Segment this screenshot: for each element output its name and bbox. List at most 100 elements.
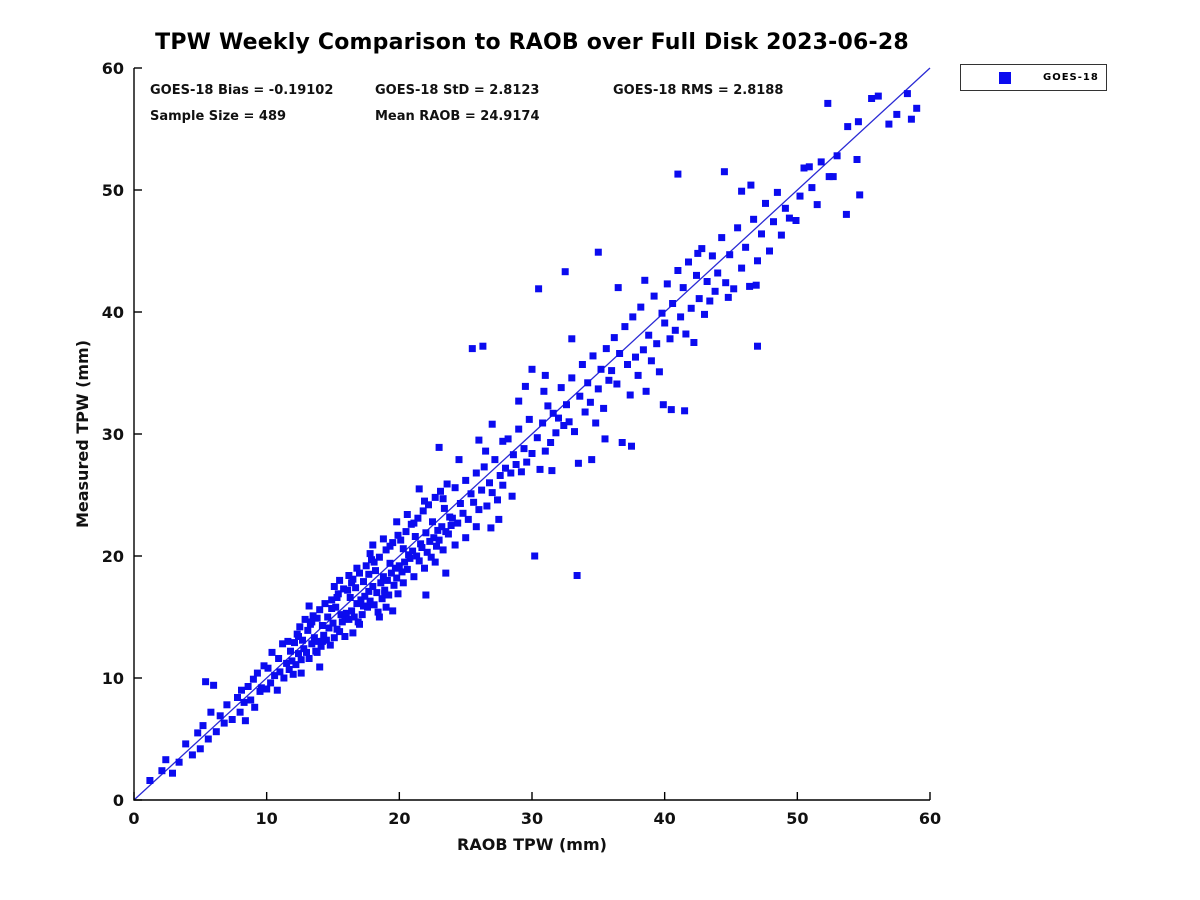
- scatter-marker: [402, 528, 410, 536]
- scatter-marker: [885, 120, 893, 128]
- scatter-marker: [472, 469, 480, 477]
- scatter-marker: [322, 636, 330, 644]
- scatter-marker: [796, 192, 804, 200]
- scatter-marker: [273, 686, 281, 694]
- scatter-marker: [588, 456, 596, 464]
- scatter-marker: [275, 655, 283, 662]
- scatter-marker: [410, 519, 418, 527]
- scatter-marker: [563, 401, 570, 409]
- scatter-marker: [316, 663, 324, 671]
- scatter-marker: [397, 536, 405, 544]
- scatter-marker: [297, 656, 305, 664]
- scatter-marker: [324, 613, 332, 621]
- scatter-marker: [549, 409, 557, 417]
- scatter-marker: [438, 523, 446, 531]
- scatter-marker: [365, 587, 373, 595]
- scatter-marker: [146, 777, 154, 784]
- scatter-marker: [464, 515, 472, 523]
- scatter-marker: [659, 401, 667, 409]
- scatter-marker: [808, 184, 816, 192]
- scatter-marker: [483, 502, 491, 510]
- scatter-marker: [375, 553, 383, 561]
- scatter-marker: [614, 284, 622, 292]
- scatter-marker: [284, 637, 292, 645]
- scatter-marker: [395, 562, 403, 570]
- scatter-marker: [679, 284, 687, 292]
- scatter-marker: [411, 533, 419, 540]
- scatter-marker: [482, 447, 490, 455]
- scatter-marker: [194, 729, 202, 737]
- scatter-marker: [451, 484, 459, 492]
- scatter-marker: [722, 279, 730, 287]
- scatter-marker: [425, 501, 432, 509]
- scatter-marker: [517, 468, 525, 476]
- scatter-marker: [706, 297, 714, 305]
- scatter-marker: [256, 687, 264, 695]
- scatter-marker: [454, 519, 462, 527]
- scatter-marker: [310, 634, 318, 642]
- scatter-marker: [379, 573, 387, 581]
- scatter-marker: [204, 735, 212, 743]
- scatter-marker: [824, 99, 832, 107]
- scatter-marker: [403, 565, 411, 573]
- scatter-marker: [480, 463, 488, 471]
- scatter-marker: [440, 504, 448, 512]
- scatter-marker: [405, 551, 413, 559]
- scatter-marker: [698, 245, 706, 253]
- scatter-marker: [364, 603, 371, 611]
- scatter-marker: [295, 633, 302, 640]
- scatter-marker: [415, 557, 423, 565]
- scatter-marker: [369, 541, 377, 549]
- scatter-marker: [628, 442, 635, 450]
- scatter-marker: [349, 629, 357, 637]
- scatter-marker: [182, 740, 190, 748]
- scatter-marker: [714, 269, 722, 277]
- scatter-marker: [318, 637, 326, 645]
- scatter-marker: [430, 534, 438, 542]
- scatter-marker: [244, 683, 252, 690]
- scatter-marker: [693, 271, 700, 279]
- scatter-marker: [382, 603, 390, 611]
- one-to-one-line: [133, 67, 931, 801]
- scatter-marker: [289, 670, 297, 678]
- scatter-marker: [573, 572, 581, 579]
- scatter-marker: [642, 387, 650, 395]
- scatter-marker: [629, 313, 637, 321]
- scatter-marker: [330, 634, 338, 642]
- scatter-marker: [541, 447, 549, 455]
- x-axis-label: RAOB TPW (mm): [457, 835, 607, 854]
- scatter-marker: [528, 365, 536, 373]
- scatter-marker: [421, 564, 428, 572]
- scatter-marker: [426, 537, 434, 545]
- scatter-marker: [746, 282, 754, 290]
- scatter-marker: [253, 669, 261, 677]
- scatter-marker: [216, 712, 224, 720]
- scatter-marker: [285, 666, 293, 673]
- scatter-marker: [350, 613, 358, 621]
- scatter-marker: [383, 576, 391, 584]
- scatter-marker: [403, 511, 411, 518]
- scatter-marker: [393, 574, 401, 582]
- scatter-marker: [576, 392, 584, 400]
- scatter-marker: [387, 569, 395, 577]
- scatter-marker: [669, 300, 677, 307]
- scatter-marker: [752, 281, 760, 289]
- scatter-marker: [451, 541, 459, 549]
- scatter-marker: [427, 553, 435, 561]
- scatter-marker: [202, 678, 210, 686]
- scatter-marker: [462, 476, 470, 484]
- scatter-marker: [893, 110, 901, 118]
- scatter-marker: [247, 696, 255, 704]
- scatter-marker: [601, 435, 609, 443]
- y-tick-label: 20: [102, 547, 124, 566]
- scatter-marker: [605, 376, 613, 384]
- scatter-marker: [418, 544, 426, 551]
- scatter-marker: [488, 489, 496, 497]
- scatter-marker: [162, 756, 170, 764]
- chart-title: TPW Weekly Comparison to RAOB over Full …: [155, 30, 909, 55]
- scatter-marker: [317, 642, 325, 650]
- scatter-marker: [348, 579, 356, 587]
- scatter-marker: [292, 661, 300, 669]
- x-tick-label: 50: [786, 809, 808, 828]
